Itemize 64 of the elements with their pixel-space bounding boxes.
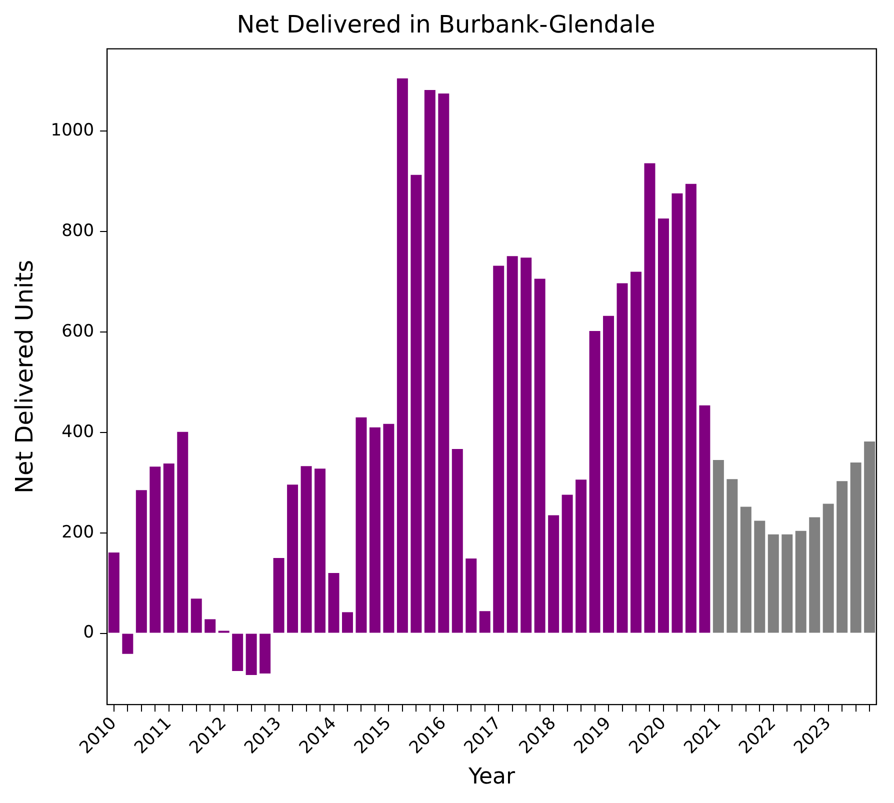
bar: [342, 612, 353, 633]
bar: [658, 218, 669, 633]
bar: [616, 283, 628, 633]
bar: [644, 163, 656, 633]
bar: [740, 506, 752, 633]
bar: [287, 484, 298, 633]
x-axis-title: Year: [467, 764, 516, 790]
bar: [822, 504, 834, 633]
bar: [108, 552, 120, 633]
bar: [809, 517, 820, 633]
bar: [369, 427, 380, 633]
bar: [548, 515, 560, 633]
bar: [177, 432, 188, 633]
y-tick-label: 1000: [50, 120, 94, 141]
bar: [438, 93, 450, 633]
bar: [782, 534, 793, 633]
bar: [260, 634, 271, 674]
bar: [479, 611, 490, 633]
bar: [190, 598, 202, 633]
bar: [163, 464, 174, 633]
bar: [246, 634, 257, 675]
bar: [424, 90, 436, 633]
bar: [506, 256, 518, 633]
y-tick-label: 400: [62, 422, 94, 442]
bar: [754, 520, 766, 633]
bar: [712, 460, 724, 633]
bar: [396, 78, 408, 633]
bar: [520, 258, 532, 633]
bar: [630, 272, 642, 633]
bar: [328, 573, 340, 633]
chart-title: Net Delivered in Burbank-Glendale: [236, 10, 656, 39]
bar: [204, 619, 216, 633]
bar: [300, 466, 312, 633]
bar: [273, 558, 284, 633]
bar: [356, 417, 367, 633]
bar: [534, 278, 546, 633]
bar: [562, 494, 573, 633]
bar: [672, 193, 683, 633]
bar: [493, 266, 504, 633]
y-axis-title: Net Delivered Units: [10, 260, 39, 494]
bar: [603, 316, 614, 633]
y-tick-label: 0: [83, 622, 94, 643]
bar: [685, 184, 696, 633]
bar: [452, 449, 463, 633]
bar: [314, 468, 326, 633]
bar: [699, 405, 710, 633]
bar: [850, 462, 862, 633]
bar: [383, 424, 394, 633]
bar: [232, 634, 244, 671]
bar: [576, 480, 587, 633]
y-tick-label: 600: [62, 321, 94, 342]
bar: [150, 466, 161, 633]
bar: [836, 481, 848, 633]
bar: [410, 174, 422, 633]
bar: [136, 490, 147, 633]
y-tick-label: 200: [62, 522, 94, 542]
y-tick-label: 800: [62, 221, 94, 241]
bar: [726, 479, 738, 633]
bar: [589, 331, 600, 633]
bar: [768, 534, 779, 633]
bar: [864, 441, 876, 633]
bar: [466, 558, 477, 633]
bar: [795, 530, 806, 633]
bar: [122, 634, 134, 654]
